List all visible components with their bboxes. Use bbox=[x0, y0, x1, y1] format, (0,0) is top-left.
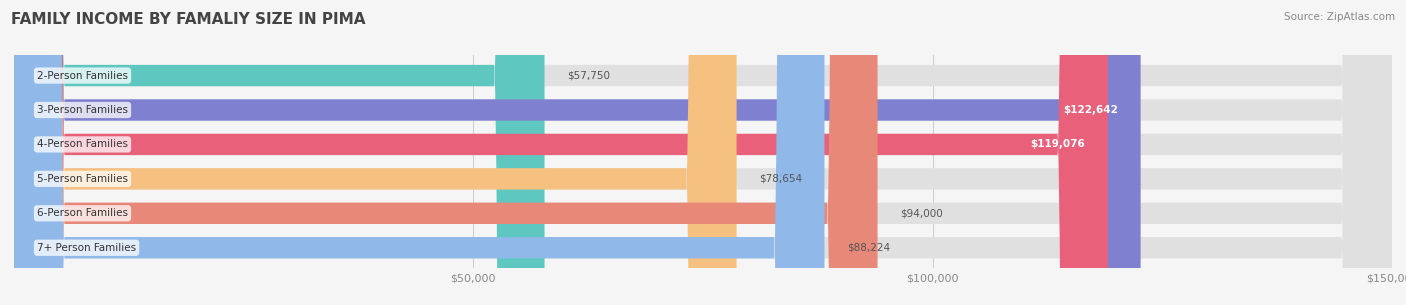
FancyBboxPatch shape bbox=[14, 0, 877, 305]
Text: 7+ Person Families: 7+ Person Families bbox=[37, 243, 136, 253]
Text: $88,224: $88,224 bbox=[848, 243, 890, 253]
FancyBboxPatch shape bbox=[14, 0, 824, 305]
Text: 4-Person Families: 4-Person Families bbox=[37, 139, 128, 149]
Text: 5-Person Families: 5-Person Families bbox=[37, 174, 128, 184]
Text: FAMILY INCOME BY FAMALIY SIZE IN PIMA: FAMILY INCOME BY FAMALIY SIZE IN PIMA bbox=[11, 12, 366, 27]
Text: $57,750: $57,750 bbox=[568, 70, 610, 81]
FancyBboxPatch shape bbox=[14, 0, 737, 305]
Text: $119,076: $119,076 bbox=[1031, 139, 1085, 149]
Text: 2-Person Families: 2-Person Families bbox=[37, 70, 128, 81]
Text: $94,000: $94,000 bbox=[900, 208, 943, 218]
FancyBboxPatch shape bbox=[14, 0, 1140, 305]
FancyBboxPatch shape bbox=[14, 0, 1392, 305]
FancyBboxPatch shape bbox=[14, 0, 1392, 305]
Text: $122,642: $122,642 bbox=[1063, 105, 1118, 115]
Text: 3-Person Families: 3-Person Families bbox=[37, 105, 128, 115]
FancyBboxPatch shape bbox=[14, 0, 1108, 305]
Text: 6-Person Families: 6-Person Families bbox=[37, 208, 128, 218]
FancyBboxPatch shape bbox=[14, 0, 544, 305]
FancyBboxPatch shape bbox=[14, 0, 1392, 305]
FancyBboxPatch shape bbox=[14, 0, 1392, 305]
Text: Source: ZipAtlas.com: Source: ZipAtlas.com bbox=[1284, 12, 1395, 22]
FancyBboxPatch shape bbox=[14, 0, 1392, 305]
FancyBboxPatch shape bbox=[14, 0, 1392, 305]
Text: $78,654: $78,654 bbox=[759, 174, 803, 184]
